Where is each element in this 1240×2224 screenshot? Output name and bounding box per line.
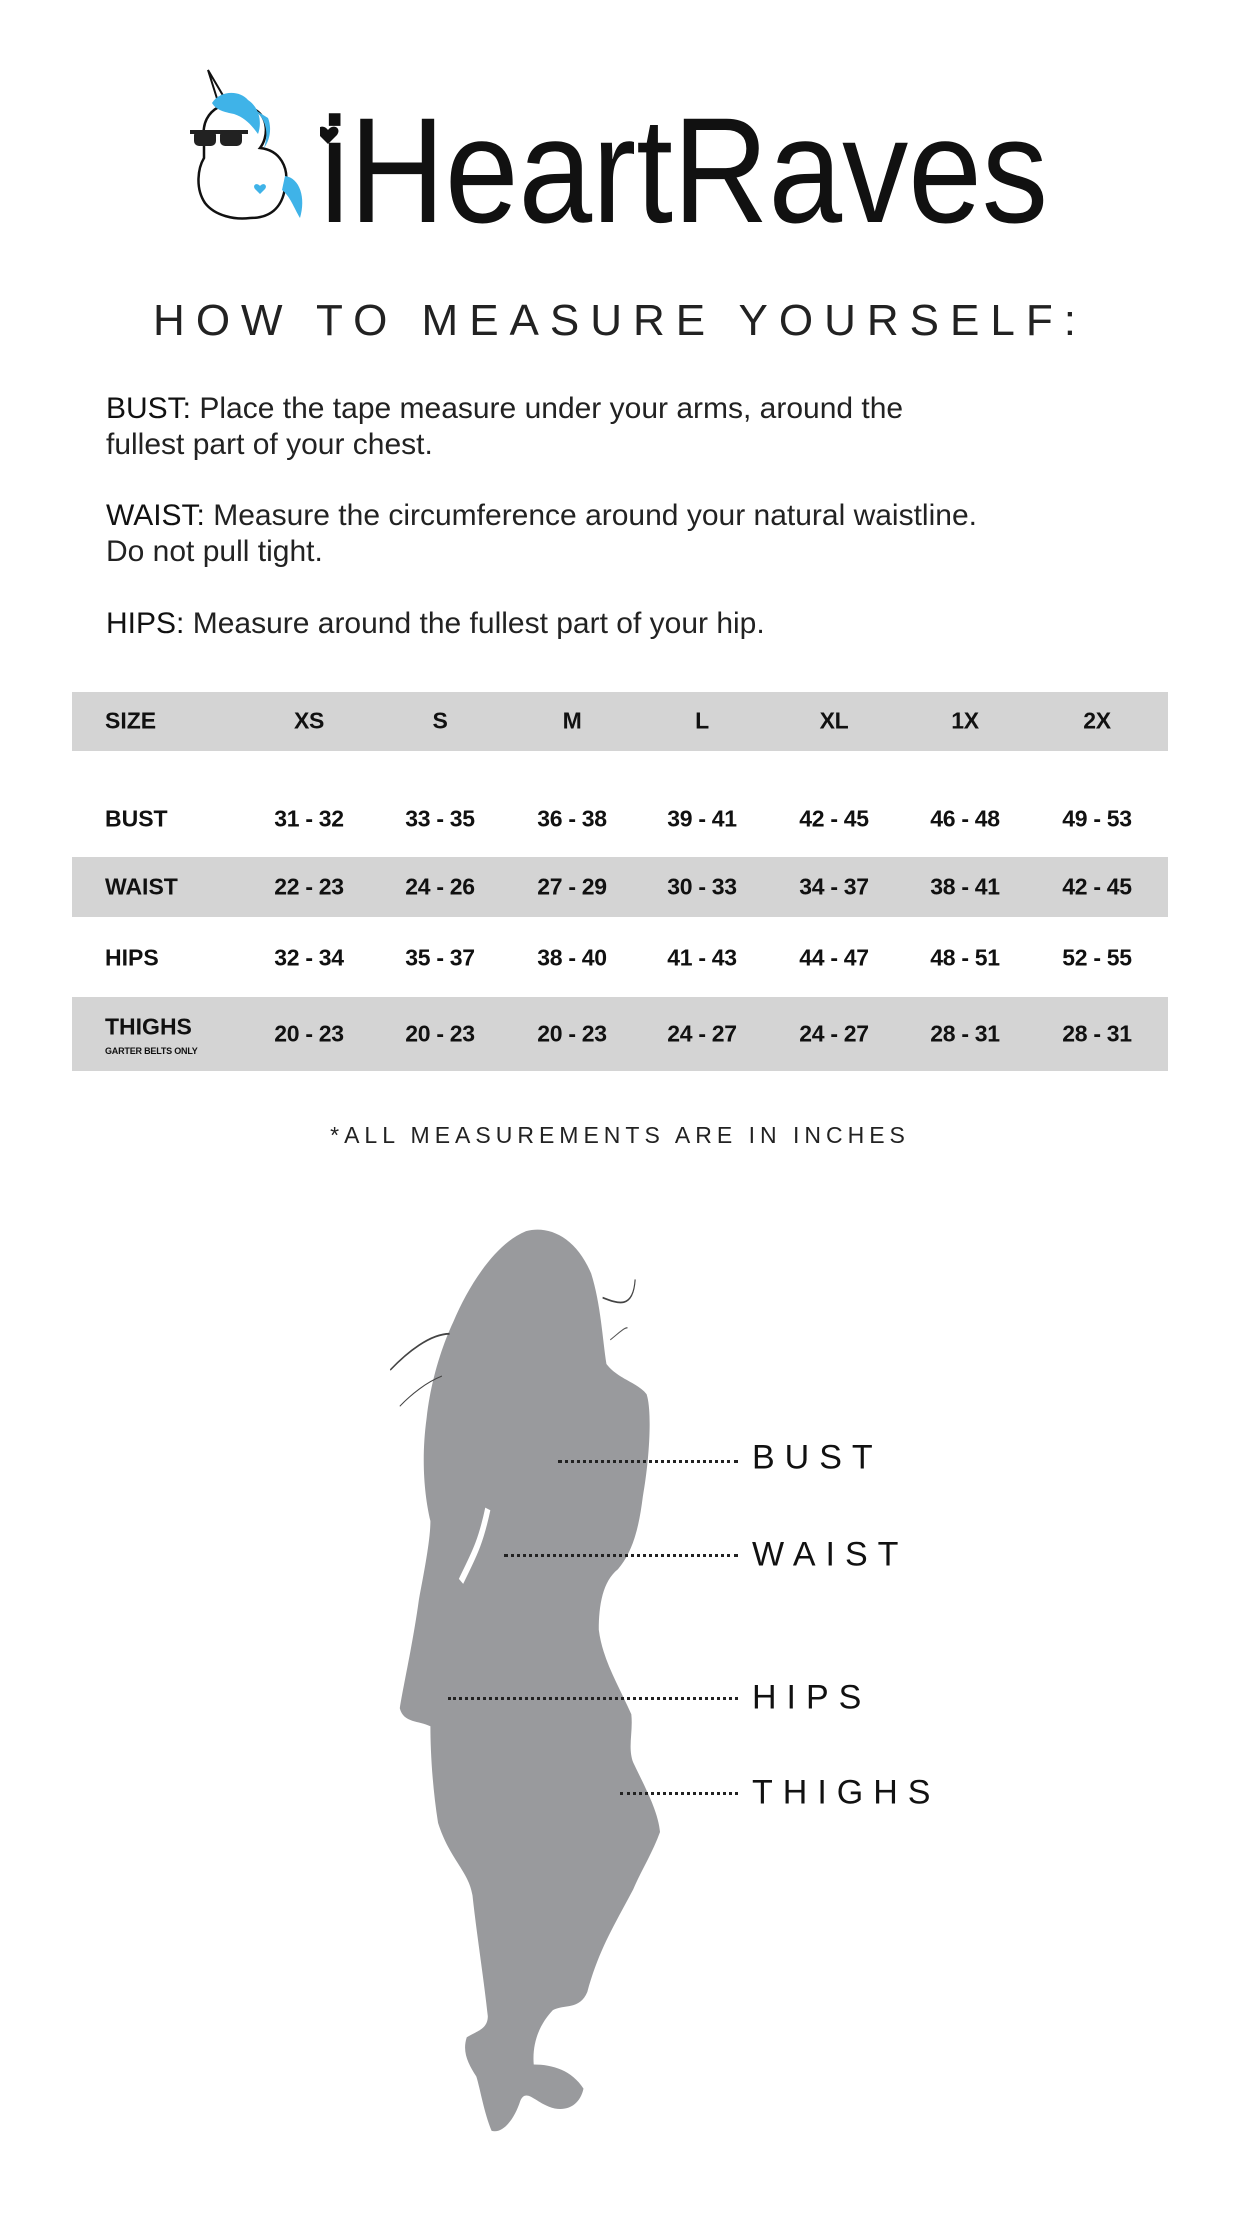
table-row-label: WAIST [105,873,178,900]
table-cell: 20 - 23 [274,1020,344,1047]
table-cell: 38 - 40 [537,944,607,971]
body-silhouette-image [389,1229,661,2132]
instruction-text: Measure the circumference around your na… [213,499,977,532]
table-header-cell: 2X [1083,707,1111,734]
table-cell: 24 - 27 [799,1020,869,1047]
table-header-size: SIZE [105,707,157,734]
table-cell: 24 - 27 [667,1020,737,1047]
thighs-diagram-label: THIGHS [752,1773,941,1812]
table-cell: 33 - 35 [405,805,475,832]
table-cell: 31 - 32 [274,805,344,832]
bust-diagram-label: BUST [752,1438,883,1477]
table-cell: 39 - 41 [667,805,737,832]
table-cell: 36 - 38 [537,805,607,832]
instruction-text: Place the tape measure under your arms, … [199,392,904,425]
table-cell: 20 - 23 [405,1020,475,1047]
table-cell: 46 - 48 [930,805,1000,832]
instruction-label: HIPS: [106,607,185,640]
table-header-cell: M [562,707,582,734]
hips-diagram-label: HIPS [752,1678,872,1717]
table-cell: 34 - 37 [799,873,869,900]
table-row-label: THIGHS [105,1013,192,1040]
instruction-label: BUST: [106,392,192,425]
unicorn-logo-icon [190,69,303,220]
table-row-band [72,857,1168,917]
table-row-label: BUST [105,805,168,832]
table-row-label: HIPS [105,944,159,971]
table-cell: 22 - 23 [274,873,344,900]
table-cell: 32 - 34 [274,944,344,971]
bust-guide-line [558,1460,738,1463]
table-cell: 49 - 53 [1062,805,1132,832]
waist-diagram-label: WAIST [752,1535,909,1574]
brand-wordmark: iHeartRaves [320,100,1048,230]
table-cell: 35 - 37 [405,944,475,971]
table-cell: 48 - 51 [930,944,1000,971]
silhouette-shape [399,1229,661,2132]
table-cell: 42 - 45 [799,805,869,832]
thighs-guide-line [620,1792,738,1795]
table-cell: 41 - 43 [667,944,737,971]
table-header-cell: XL [819,707,849,734]
table-header-cell: L [695,707,709,734]
table-cell: 28 - 31 [930,1020,1000,1047]
table-cell: 20 - 23 [537,1020,607,1047]
brand-name: iHeartRaves [320,100,1048,230]
instruction-label: WAIST: [106,499,205,532]
instruction-waist: WAIST: Measure the circumference around … [106,498,1156,570]
table-row-band [72,997,1168,1071]
table-cell: 44 - 47 [799,944,869,971]
instruction-text: fullest part of your chest. [106,428,433,461]
table-header-band [72,692,1168,751]
instruction-text: Do not pull tight. [106,535,323,568]
instruction-hips: HIPS: Measure around the fullest part of… [106,606,1156,642]
table-header-cell: XS [293,707,325,734]
table-cell: 52 - 55 [1062,944,1132,971]
table-cell: 24 - 26 [405,873,475,900]
table-cell: 28 - 31 [1062,1020,1132,1047]
table-cell: 27 - 29 [537,873,607,900]
table-header-cell: 1X [951,707,979,734]
table-row-note: GARTER BELTS ONLY [105,1046,198,1056]
waist-guide-line [504,1554,738,1557]
instruction-bust: BUST: Place the tape measure under your … [106,391,1156,463]
table-cell: 30 - 33 [667,873,737,900]
table-cell: 42 - 45 [1062,873,1132,900]
table-header-cell: S [432,707,448,734]
hips-guide-line [448,1697,738,1700]
units-footnote: *ALL MEASUREMENTS ARE IN INCHES [330,1122,910,1148]
page-title: HOW TO MEASURE YOURSELF: [153,296,1087,345]
table-cell: 38 - 41 [930,873,1000,900]
instruction-text: Measure around the fullest part of your … [192,607,765,640]
